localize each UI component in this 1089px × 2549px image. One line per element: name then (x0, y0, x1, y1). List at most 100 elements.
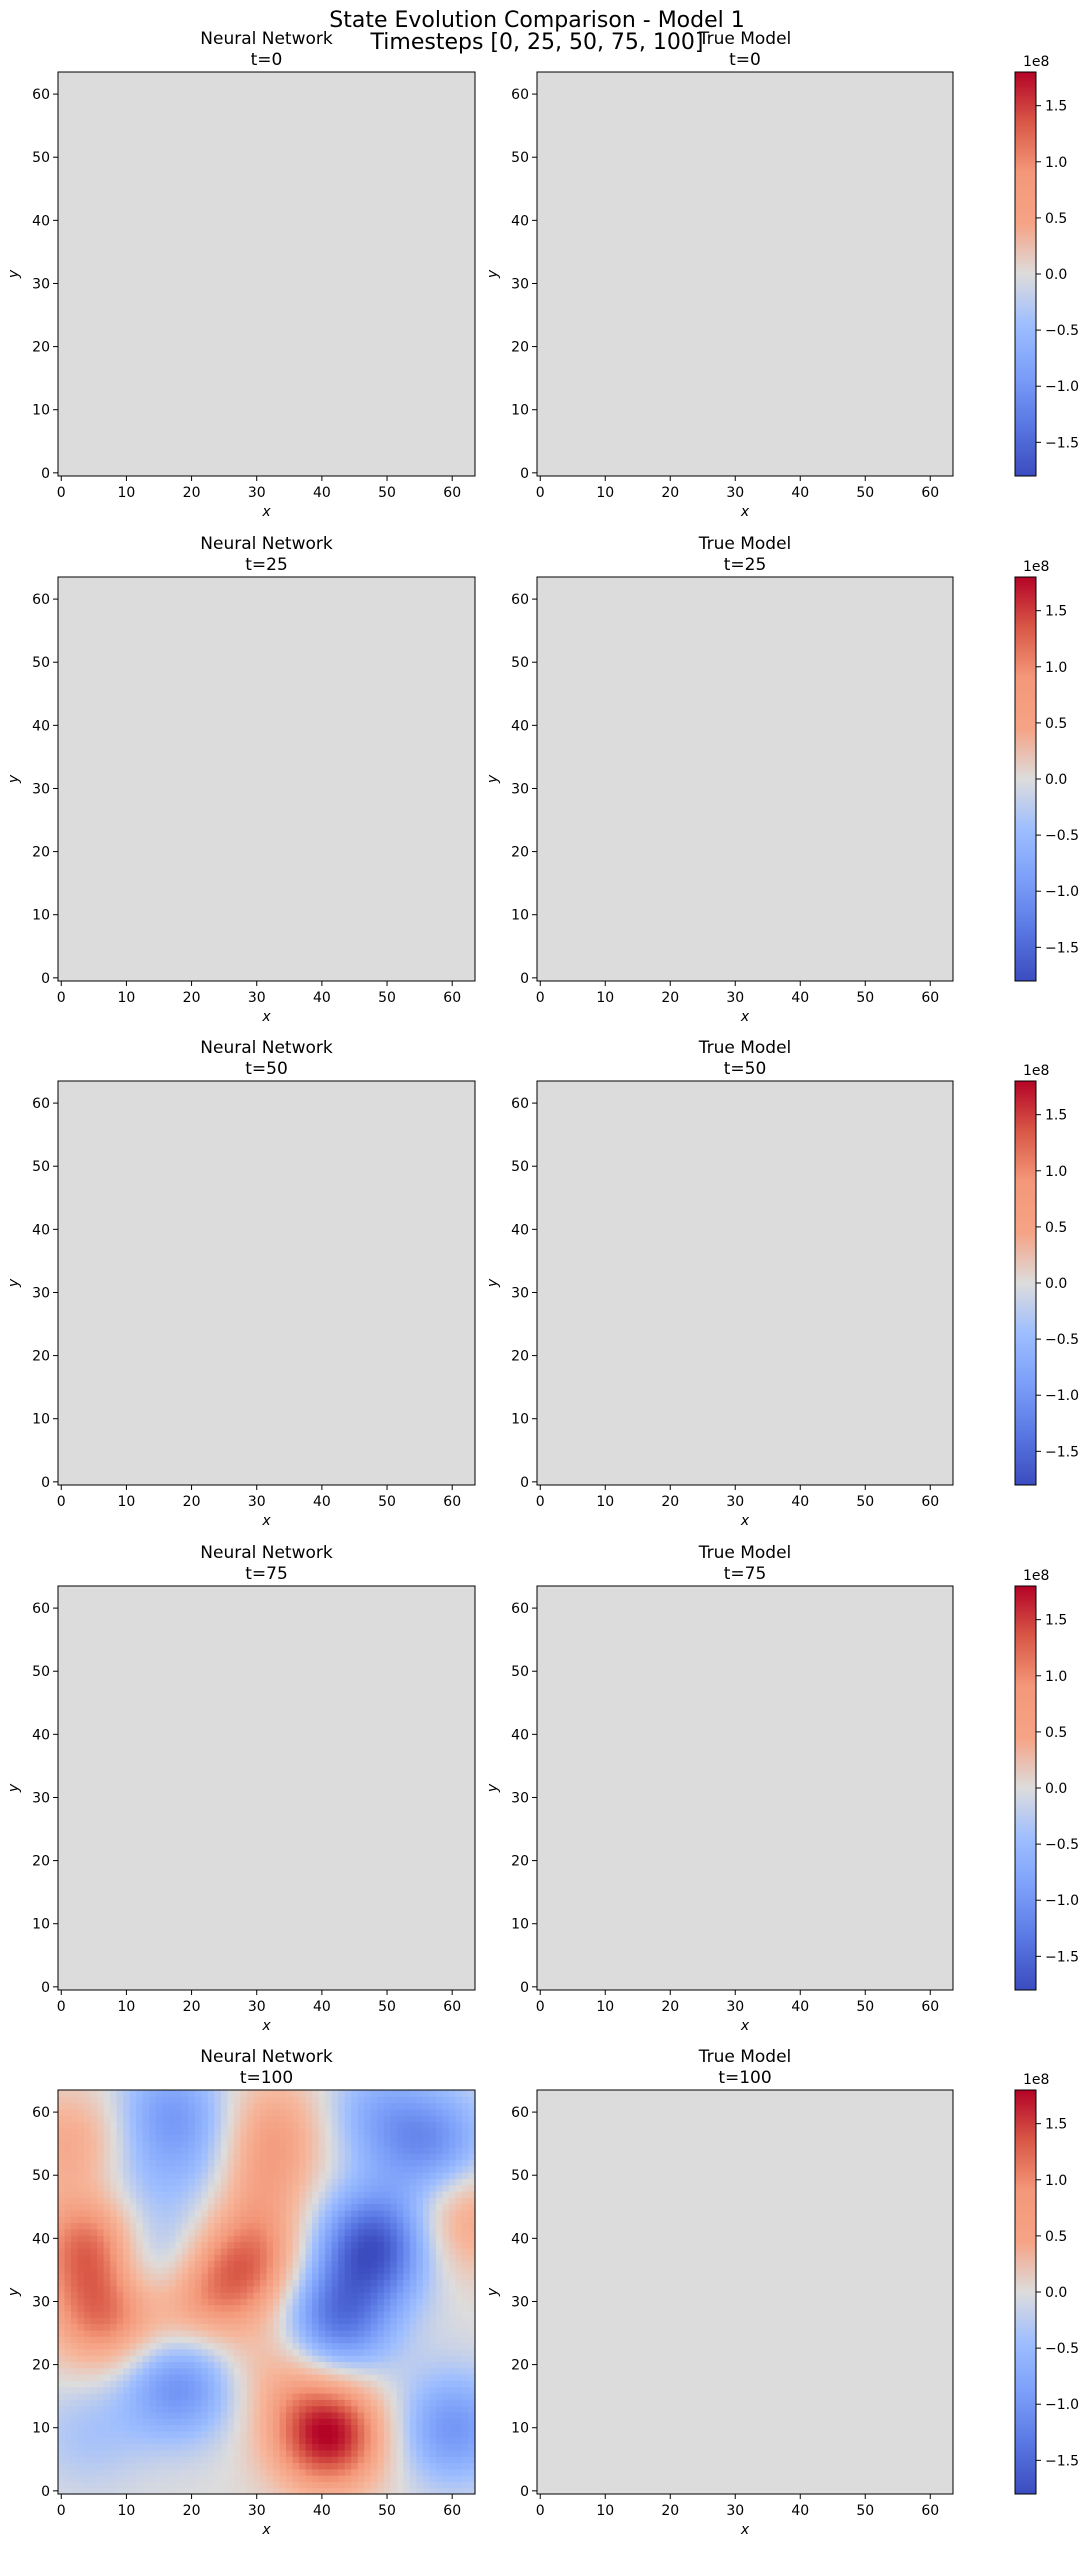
x-tick-label: 60 (443, 1494, 461, 1510)
heatmap-cell (266, 2254, 274, 2262)
heatmap-cell (175, 2184, 183, 2192)
heatmap-cell (194, 2159, 202, 2167)
heatmap-cell (194, 2304, 202, 2312)
heatmap-cell (468, 2102, 476, 2110)
heatmap-cell (435, 2121, 444, 2129)
heatmap-cell (194, 2096, 202, 2104)
heatmap-cell (468, 2140, 476, 2148)
heatmap-cell (299, 2336, 307, 2344)
heatmap-cell (142, 2159, 150, 2167)
heatmap-cell (77, 2279, 85, 2287)
x-tick-label: 10 (596, 1999, 614, 2015)
heatmap-cell (84, 2342, 92, 2350)
heatmap-cell (292, 2361, 300, 2369)
heatmap-cell (279, 2399, 287, 2407)
heatmap-cell (435, 2235, 444, 2243)
heatmap-cell (188, 2292, 196, 2299)
heatmap-cell (396, 2146, 404, 2154)
heatmap-cell (71, 2203, 79, 2211)
heatmap-cell (168, 2153, 176, 2161)
heatmap-cell (331, 2216, 339, 2224)
heatmap-cell (435, 2090, 444, 2097)
heatmap-cell (455, 2367, 463, 2375)
heatmap-cell (129, 2424, 137, 2432)
heatmap-cell (461, 2191, 470, 2198)
heatmap-cell (377, 2323, 385, 2331)
heatmap-cell (442, 2266, 450, 2274)
heatmap-cell (364, 2197, 372, 2205)
heatmap-cell (377, 2361, 385, 2369)
heatmap-cell (442, 2108, 450, 2116)
heatmap-cell (338, 2487, 346, 2495)
heatmap-cell (325, 2298, 333, 2306)
heatmap-cell (58, 2228, 66, 2236)
heatmap-cell (220, 2361, 229, 2369)
heatmap-cell (377, 2134, 385, 2142)
heatmap-cell (253, 2437, 261, 2445)
heatmap-cell (181, 2241, 189, 2249)
heatmap-cell (142, 2285, 150, 2293)
heatmap-cell (299, 2159, 307, 2167)
heatmap-cell (214, 2424, 222, 2432)
heatmap-cell (201, 2424, 209, 2432)
heatmap-cell (390, 2140, 398, 2148)
heatmap-cell (396, 2279, 404, 2287)
heatmap-cell (383, 2090, 391, 2097)
heatmap-cell (435, 2285, 444, 2293)
heatmap-cell (461, 2424, 470, 2432)
heatmap-cell (168, 2418, 176, 2426)
heatmap-cell (110, 2090, 118, 2097)
heatmap-cell (266, 2273, 274, 2280)
heatmap-cell (84, 2279, 92, 2287)
heatmap-cell (390, 2310, 398, 2318)
heatmap-cell (259, 2355, 268, 2363)
heatmap-cell (344, 2449, 352, 2457)
heatmap-cell (123, 2203, 131, 2211)
heatmap-cell (155, 2456, 163, 2464)
x-axis-label: x (740, 1009, 750, 1025)
y-tick-label: 30 (32, 781, 50, 797)
heatmap-cell (357, 2159, 365, 2167)
heatmap-cell (149, 2304, 157, 2312)
heatmap-cell (253, 2411, 261, 2419)
heatmap-cell (442, 2424, 450, 2432)
heatmap-cell (58, 2090, 66, 2097)
heatmap-cell (103, 2260, 111, 2268)
heatmap-cell (325, 2273, 333, 2280)
heatmap-cell (123, 2380, 131, 2388)
y-tick-label: 10 (32, 908, 50, 924)
heatmap-cell (422, 2430, 430, 2438)
heatmap-cell (220, 2127, 229, 2135)
heatmap-cell (175, 2348, 183, 2356)
heatmap-cell (58, 2481, 66, 2489)
heatmap-cell (233, 2140, 242, 2148)
heatmap-cell (403, 2393, 411, 2400)
heatmap-cell (116, 2304, 124, 2312)
heatmap-cell (409, 2317, 417, 2325)
heatmap-cell (377, 2241, 385, 2249)
heatmap-cell (123, 2424, 131, 2432)
heatmap-field (537, 72, 953, 476)
heatmap-cell (58, 2159, 66, 2167)
heatmap-cell (97, 2374, 105, 2381)
heatmap-cell (188, 2134, 196, 2142)
heatmap-cell (77, 2260, 85, 2268)
heatmap-cell (168, 2146, 176, 2154)
heatmap-cell (403, 2165, 411, 2173)
heatmap-cell (97, 2254, 105, 2262)
heatmap-cell (455, 2090, 463, 2097)
colorbar-tick-label: 0.5 (1045, 1725, 1067, 1741)
heatmap-cell (364, 2367, 372, 2375)
heatmap-cell (286, 2127, 294, 2135)
heatmap-cell (357, 2405, 365, 2413)
x-tick-label: 30 (726, 485, 744, 501)
heatmap-cell (233, 2481, 242, 2489)
heatmap-cell (149, 2487, 157, 2495)
heatmap-cell (162, 2424, 170, 2432)
heatmap-cell (312, 2393, 320, 2400)
heatmap-cell (64, 2443, 72, 2451)
heatmap-cell (422, 2209, 430, 2217)
heatmap-cell (97, 2235, 105, 2243)
heatmap-cell (214, 2260, 222, 2268)
heatmap-cell (253, 2134, 261, 2142)
